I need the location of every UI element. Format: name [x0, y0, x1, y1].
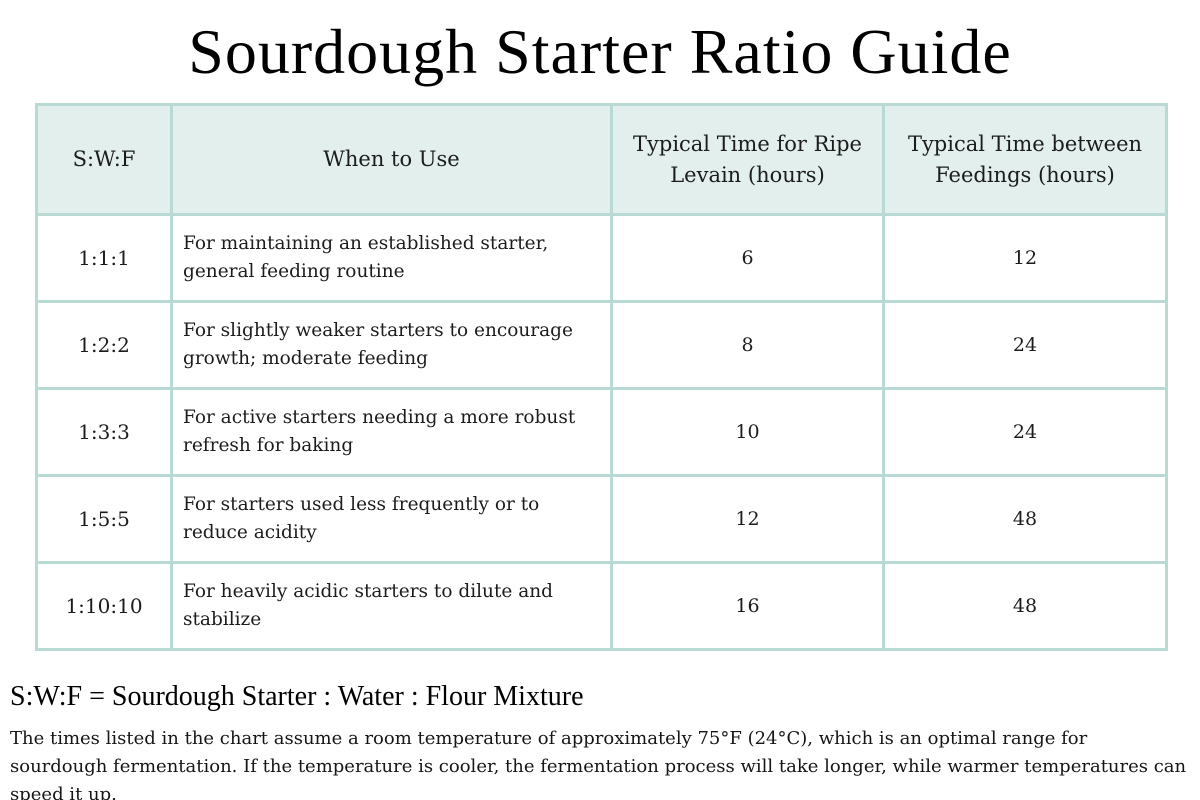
cell-when-to-use: For slightly weaker starters to encourag…	[170, 300, 613, 390]
cell-when-to-use: For active starters needing a more robus…	[170, 387, 613, 477]
header-cell-between-feedings: Typical Time between Feedings (hours)	[882, 103, 1168, 216]
legend-text: S:W:F = Sourdough Starter : Water : Flou…	[10, 681, 584, 712]
table-row: 1:3:3 For active starters needing a more…	[35, 387, 1168, 477]
cell-ripe-levain-hours: 8	[610, 300, 885, 390]
cell-ripe-levain-hours: 10	[610, 387, 885, 477]
footer: S:W:F = Sourdough Starter : Water : Flou…	[0, 651, 1200, 800]
header-cell-ripe-levain: Typical Time for Ripe Levain (hours)	[610, 103, 885, 216]
cell-ripe-levain-hours: 16	[610, 561, 885, 651]
temperature-note: The times listed in the chart assume a r…	[10, 728, 1187, 800]
cell-ratio: 1:1:1	[35, 213, 173, 303]
cell-when-to-use: For starters used less frequently or to …	[170, 474, 613, 564]
table-row: 1:2:2 For slightly weaker starters to en…	[35, 300, 1168, 390]
ratio-table: S:W:F When to Use Typical Time for Ripe …	[35, 103, 1168, 651]
table-row: 1:1:1 For maintaining an established sta…	[35, 213, 1168, 303]
cell-between-feedings-hours: 48	[882, 474, 1168, 564]
table-row: 1:5:5 For starters used less frequently …	[35, 474, 1168, 564]
header-cell-ratio: S:W:F	[35, 103, 173, 216]
cell-between-feedings-hours: 12	[882, 213, 1168, 303]
cell-ripe-levain-hours: 6	[610, 213, 885, 303]
cell-ratio: 1:5:5	[35, 474, 173, 564]
table-row: 1:10:10 For heavily acidic starters to d…	[35, 561, 1168, 651]
cell-between-feedings-hours: 24	[882, 387, 1168, 477]
cell-ratio: 1:2:2	[35, 300, 173, 390]
page-title: Sourdough Starter Ratio Guide	[188, 16, 1012, 87]
cell-when-to-use: For maintaining an established starter, …	[170, 213, 613, 303]
cell-ripe-levain-hours: 12	[610, 474, 885, 564]
table-container: S:W:F When to Use Typical Time for Ripe …	[0, 103, 1200, 651]
header-cell-when-to-use: When to Use	[170, 103, 613, 216]
table-header-row: S:W:F When to Use Typical Time for Ripe …	[35, 103, 1168, 216]
cell-between-feedings-hours: 48	[882, 561, 1168, 651]
cell-when-to-use: For heavily acidic starters to dilute an…	[170, 561, 613, 651]
cell-ratio: 1:3:3	[35, 387, 173, 477]
cell-ratio: 1:10:10	[35, 561, 173, 651]
cell-between-feedings-hours: 24	[882, 300, 1168, 390]
